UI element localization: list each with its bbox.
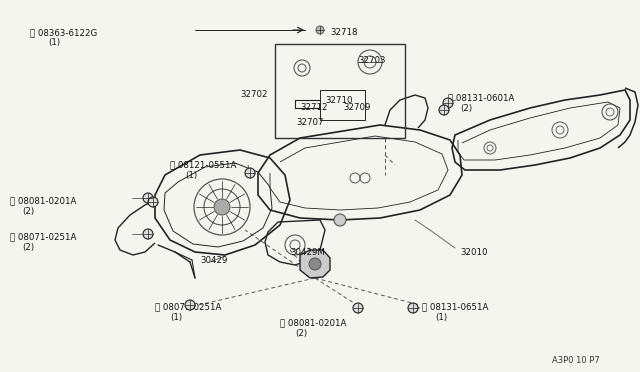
Text: (2): (2) xyxy=(22,243,34,252)
Text: (2): (2) xyxy=(460,104,472,113)
Text: 30429: 30429 xyxy=(200,256,227,265)
Text: (1): (1) xyxy=(170,313,182,322)
Text: (1): (1) xyxy=(185,171,197,180)
Polygon shape xyxy=(300,250,330,278)
Text: (1): (1) xyxy=(435,313,447,322)
Circle shape xyxy=(309,258,321,270)
Circle shape xyxy=(143,229,153,239)
Text: (1): (1) xyxy=(48,38,60,47)
Text: Ⓑ 08131-0651A: Ⓑ 08131-0651A xyxy=(422,302,488,311)
Circle shape xyxy=(408,303,418,313)
Circle shape xyxy=(334,214,346,226)
Circle shape xyxy=(316,26,324,34)
Bar xyxy=(275,44,405,138)
Text: 32702: 32702 xyxy=(240,90,268,99)
Text: Ⓑ 08131-0601A: Ⓑ 08131-0601A xyxy=(448,93,515,102)
Text: 32718: 32718 xyxy=(330,28,358,37)
Text: Ⓑ 08081-0201A: Ⓑ 08081-0201A xyxy=(10,196,76,205)
Circle shape xyxy=(439,105,449,115)
Text: Ⓢ 08363-6122G: Ⓢ 08363-6122G xyxy=(30,28,97,37)
Text: 32709: 32709 xyxy=(343,103,371,112)
Text: Ⓑ 08121-0551A: Ⓑ 08121-0551A xyxy=(170,160,236,169)
Text: 30429M: 30429M xyxy=(290,248,325,257)
Text: (2): (2) xyxy=(22,207,34,216)
Text: Ⓑ 08071-0251A: Ⓑ 08071-0251A xyxy=(10,232,76,241)
Circle shape xyxy=(245,168,255,178)
Circle shape xyxy=(353,303,363,313)
Text: Ⓑ 08081-0201A: Ⓑ 08081-0201A xyxy=(280,318,346,327)
Text: 32010: 32010 xyxy=(460,248,488,257)
Text: 32707: 32707 xyxy=(296,118,323,127)
Text: A3P0 10 P7: A3P0 10 P7 xyxy=(552,356,600,365)
Text: 32710: 32710 xyxy=(325,96,353,105)
Text: 32712: 32712 xyxy=(300,103,328,112)
Text: Ⓑ 08071-0251A: Ⓑ 08071-0251A xyxy=(155,302,221,311)
Circle shape xyxy=(214,199,230,215)
Text: (2): (2) xyxy=(295,329,307,338)
Circle shape xyxy=(443,98,453,108)
Bar xyxy=(320,90,365,120)
Circle shape xyxy=(185,300,195,310)
Text: 32703: 32703 xyxy=(358,56,385,65)
Circle shape xyxy=(148,197,158,207)
Circle shape xyxy=(143,193,153,203)
